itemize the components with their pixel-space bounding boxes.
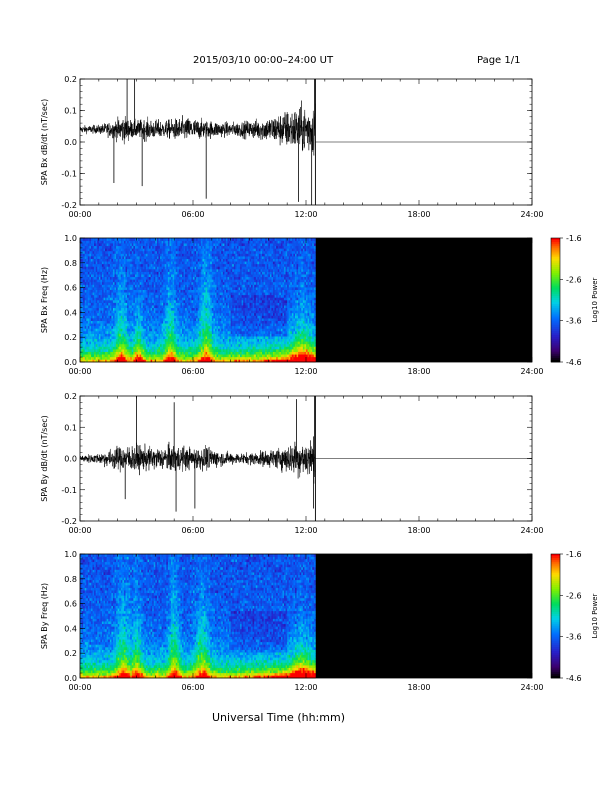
- y-tick-label: -0.1: [61, 170, 77, 179]
- y-tick-label: 0.2: [64, 75, 77, 84]
- series-line: [80, 101, 315, 156]
- x-tick-label: 18:00: [407, 210, 430, 219]
- x-tick-label: 24:00: [520, 210, 543, 219]
- x-tick-label: 00:00: [68, 210, 91, 219]
- y-tick-label: -0.2: [61, 201, 77, 210]
- x-tick-label: 12:00: [294, 210, 317, 219]
- x-tick-label: 06:00: [181, 210, 204, 219]
- panel-1: 00:00 06:00 12:00 18:00 24:00 0.2 0.1 0.0 -0.1 -0…: [40, 75, 544, 219]
- y-tick-label: 0.0: [64, 138, 77, 147]
- y-tick-label: 0.1: [64, 107, 77, 116]
- y-axis-label: SPA Bx dB/dt (nT/sec): [40, 99, 49, 186]
